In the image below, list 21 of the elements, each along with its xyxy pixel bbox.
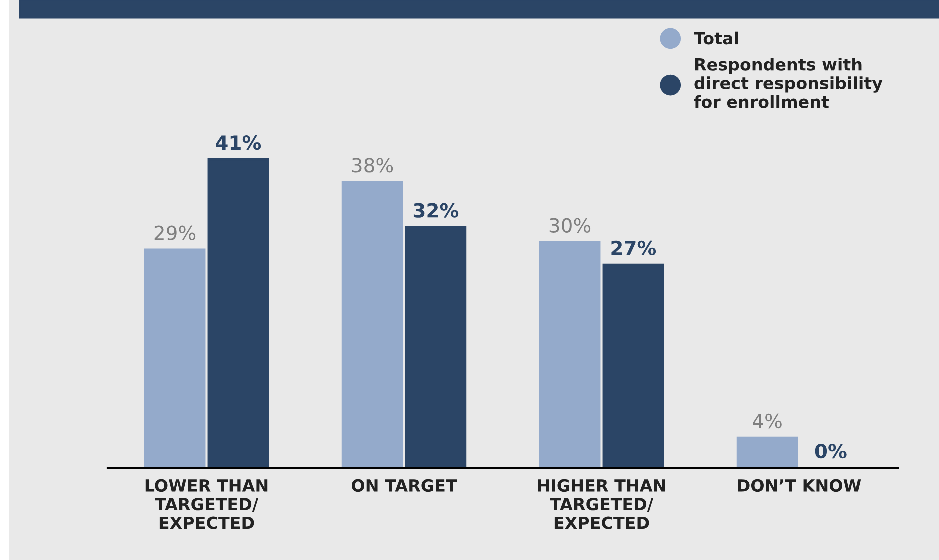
data-label: 29% xyxy=(154,226,196,241)
bar xyxy=(736,436,798,468)
data-label: 0% xyxy=(815,444,847,459)
bar xyxy=(208,158,270,468)
legend-label: Total xyxy=(694,32,738,45)
data-label: 38% xyxy=(352,158,394,173)
data-label: 32% xyxy=(414,203,459,218)
bar xyxy=(405,226,467,468)
bar xyxy=(602,264,664,468)
x-tick-label: LOWER THAN TARGETED/ EXPECTED xyxy=(146,479,268,530)
legend-label: Respondents with direct responsibility for enrollment xyxy=(694,58,883,108)
data-label: 30% xyxy=(550,218,591,233)
data-label: 27% xyxy=(612,240,656,256)
bar xyxy=(144,248,206,468)
bar xyxy=(342,181,404,468)
data-label: 41% xyxy=(216,136,262,150)
x-tick-label: ON TARGET xyxy=(352,479,458,492)
data-label: 4% xyxy=(753,414,782,429)
x-tick-label: HIGHER THAN TARGETED/ EXPECTED xyxy=(538,479,666,530)
bar xyxy=(539,241,601,468)
x-tick-label: DON’T KNOW xyxy=(738,479,862,492)
